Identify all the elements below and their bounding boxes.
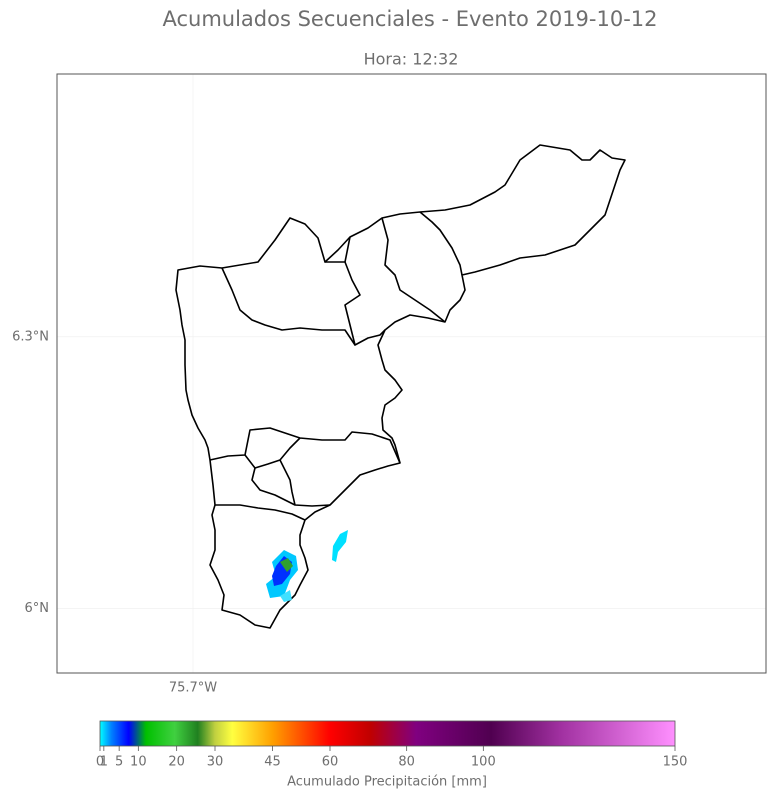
region-outline bbox=[419, 211, 463, 276]
region-outline bbox=[251, 467, 331, 507]
plot-frame bbox=[56, 73, 767, 674]
colorbar-tick-label: 0 bbox=[96, 755, 104, 770]
colorbar-tick-label: 150 bbox=[663, 755, 688, 770]
precip-cell bbox=[332, 530, 348, 562]
colorbar-tick-label: 30 bbox=[207, 755, 224, 770]
y-tick-label: 6°N bbox=[25, 601, 50, 616]
region-outline bbox=[279, 459, 296, 506]
region-outline bbox=[209, 427, 401, 464]
colorbar-tick-label: 60 bbox=[322, 755, 339, 770]
chart-subtitle: Hora: 12:32 bbox=[364, 50, 459, 69]
region-outline bbox=[221, 267, 356, 346]
y-tick-label: 6.3°N bbox=[12, 329, 49, 344]
region-outline bbox=[381, 217, 446, 323]
x-tick-label: 75.7°W bbox=[169, 681, 217, 696]
colorbar-tick-label: 5 bbox=[115, 755, 123, 770]
precipitation bbox=[266, 530, 348, 602]
region-outline bbox=[215, 504, 306, 521]
region-outline bbox=[175, 144, 626, 629]
chart-title: Acumulados Secuenciales - Evento 2019-10… bbox=[162, 7, 657, 31]
colorbar-tick-label: 1 bbox=[100, 755, 108, 770]
colorbar-tick-label: 80 bbox=[398, 755, 415, 770]
map-outlines bbox=[175, 144, 626, 629]
region-outline bbox=[344, 236, 351, 263]
region-outline bbox=[325, 261, 386, 346]
colorbar-tick-label: 20 bbox=[168, 755, 185, 770]
precip-cell bbox=[280, 590, 292, 602]
precip-cell bbox=[280, 558, 293, 572]
colorbar bbox=[99, 720, 676, 747]
grid bbox=[57, 74, 766, 673]
colorbar-tick-label: 10 bbox=[130, 755, 147, 770]
region-outline bbox=[244, 437, 301, 469]
colorbar-label: Acumulado Precipitación [mm] bbox=[287, 775, 487, 790]
colorbar-tick-label: 100 bbox=[471, 755, 496, 770]
colorbar-tick-label: 45 bbox=[264, 755, 281, 770]
